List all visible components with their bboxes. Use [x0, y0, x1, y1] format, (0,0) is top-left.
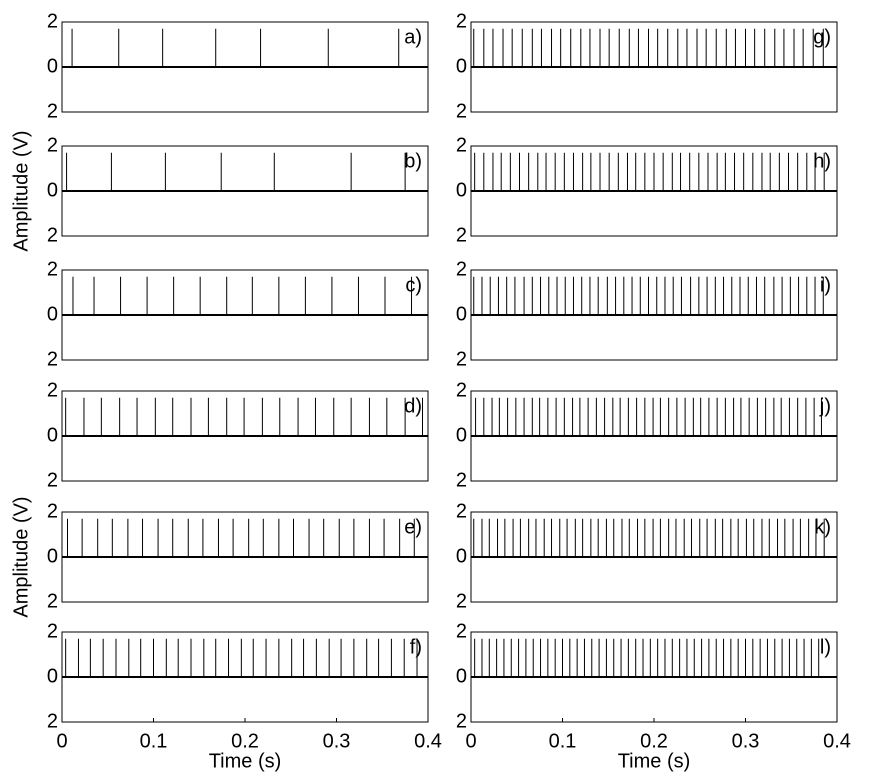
y-tick-label: 2: [456, 348, 467, 370]
y-tick-label: 0: [47, 303, 58, 325]
panel-label: f): [410, 636, 422, 658]
y-tick-label: 0: [456, 55, 467, 77]
panel-label: a): [404, 26, 422, 48]
y-tick-label: 2: [47, 224, 58, 246]
panel-label: k): [814, 516, 831, 538]
y-tick-label: 0: [456, 665, 467, 687]
y-tick-label: 0: [456, 303, 467, 325]
y-tick-label: 2: [47, 620, 58, 642]
y-tick-label: 2: [47, 134, 58, 156]
y-tick-label: 2: [456, 100, 467, 122]
y-tick-label: 2: [456, 134, 467, 156]
y-axis-label: Amplitude (V): [10, 130, 32, 251]
panel-label: d): [404, 395, 422, 417]
x-tick-label: 0.2: [640, 730, 668, 752]
y-tick-label: 0: [47, 665, 58, 687]
y-tick-label: 2: [456, 10, 467, 32]
y-tick-label: 2: [456, 379, 467, 401]
panel-label: h): [813, 150, 831, 172]
y-tick-label: 0: [47, 545, 58, 567]
y-tick-label: 0: [456, 179, 467, 201]
y-tick-label: 2: [47, 100, 58, 122]
y-tick-label: 2: [47, 500, 58, 522]
panel-label: g): [813, 26, 831, 48]
y-tick-label: 2: [456, 258, 467, 280]
y-tick-label: 2: [47, 379, 58, 401]
y-tick-label: 2: [47, 590, 58, 612]
y-tick-label: 0: [47, 424, 58, 446]
x-axis-label: Time (s): [209, 750, 282, 772]
panel-label: b): [404, 150, 422, 172]
panel-label: c): [405, 274, 422, 296]
x-tick-label: 0.2: [231, 730, 259, 752]
panel-label: e): [404, 516, 422, 538]
y-tick-label: 2: [47, 348, 58, 370]
y-tick-label: 2: [456, 620, 467, 642]
x-tick-label: 0: [465, 730, 476, 752]
y-tick-label: 2: [47, 258, 58, 280]
y-tick-label: 2: [47, 10, 58, 32]
y-tick-label: 2: [456, 469, 467, 491]
x-tick-label: 0.1: [549, 730, 577, 752]
panel-label: l): [820, 636, 831, 658]
x-tick-label: 0: [56, 730, 67, 752]
x-tick-label: 0.4: [823, 730, 851, 752]
y-tick-label: 2: [47, 469, 58, 491]
x-tick-label: 0.1: [140, 730, 168, 752]
x-tick-label: 0.4: [414, 730, 442, 752]
x-axis-label: Time (s): [618, 750, 691, 772]
y-tick-label: 2: [456, 710, 467, 732]
y-tick-label: 2: [456, 500, 467, 522]
y-axis-label: Amplitude (V): [10, 496, 32, 617]
y-tick-label: 0: [456, 545, 467, 567]
y-tick-label: 2: [456, 590, 467, 612]
x-tick-label: 0.3: [732, 730, 760, 752]
x-tick-label: 0.3: [323, 730, 351, 752]
y-tick-label: 0: [456, 424, 467, 446]
y-tick-label: 0: [47, 179, 58, 201]
panel-label: j): [819, 395, 831, 417]
y-tick-label: 0: [47, 55, 58, 77]
y-tick-label: 2: [456, 224, 467, 246]
y-tick-label: 2: [47, 710, 58, 732]
panel-label: i): [820, 274, 831, 296]
